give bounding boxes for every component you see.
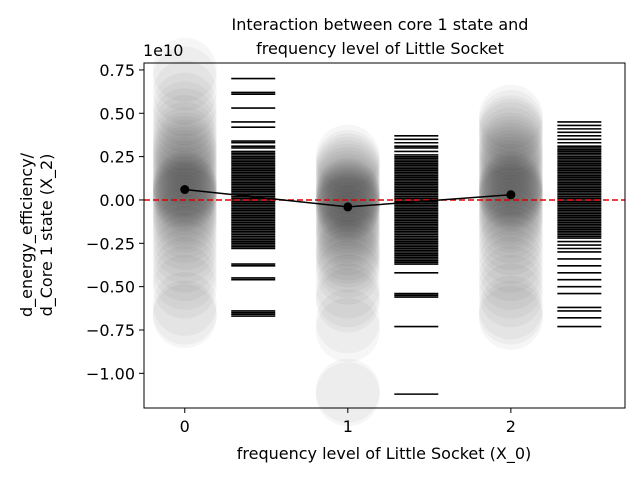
mean-point-1 xyxy=(343,202,353,212)
cloud-point-1-41 xyxy=(316,298,380,362)
x-axis-ticks: 0 1 2 xyxy=(180,408,516,436)
chart-title-line-1: Interaction between core 1 state and xyxy=(232,15,529,34)
cloud-point-0-48 xyxy=(153,284,217,348)
chart-title-line-2: frequency level of Little Socket xyxy=(256,39,504,58)
mean-point-0 xyxy=(180,185,190,195)
y-tick-label-7: 0.75 xyxy=(99,61,135,80)
x-tick-label-2: 2 xyxy=(506,417,516,436)
y-tick-label-1: −0.75 xyxy=(86,321,135,340)
plot-frame xyxy=(143,62,626,409)
y-axis-offset-label: 1e10 xyxy=(143,41,183,60)
mean-line xyxy=(180,185,516,212)
mean-point-2 xyxy=(506,190,516,200)
plot-area xyxy=(143,38,626,426)
y-tick-label-2: −0.50 xyxy=(86,278,135,297)
y-axis-label-line-1: d_energy_efficiency/ xyxy=(17,152,37,317)
y-tick-label-0: −1.00 xyxy=(86,364,135,383)
y-tick-label-5: 0.25 xyxy=(99,148,135,167)
y-tick-label-3: −0.25 xyxy=(86,234,135,253)
y-axis-label-line-2: d_Core 1 state (X_2) xyxy=(37,154,57,317)
y-axis-ticks: −1.00 −0.75 −0.50 −0.25 0.00 0.25 0.50 0.75 xyxy=(86,61,144,383)
x-tick-label-1: 1 xyxy=(343,417,353,436)
cloud-point-2-46 xyxy=(479,286,543,350)
x-tick-label-0: 0 xyxy=(180,417,190,436)
rug-ticks xyxy=(231,77,602,395)
y-tick-label-4: 0.00 xyxy=(99,191,135,210)
y-tick-label-6: 0.50 xyxy=(99,104,135,123)
x-axis-label: frequency level of Little Socket (X_0) xyxy=(237,444,532,464)
point-clouds xyxy=(153,38,543,426)
